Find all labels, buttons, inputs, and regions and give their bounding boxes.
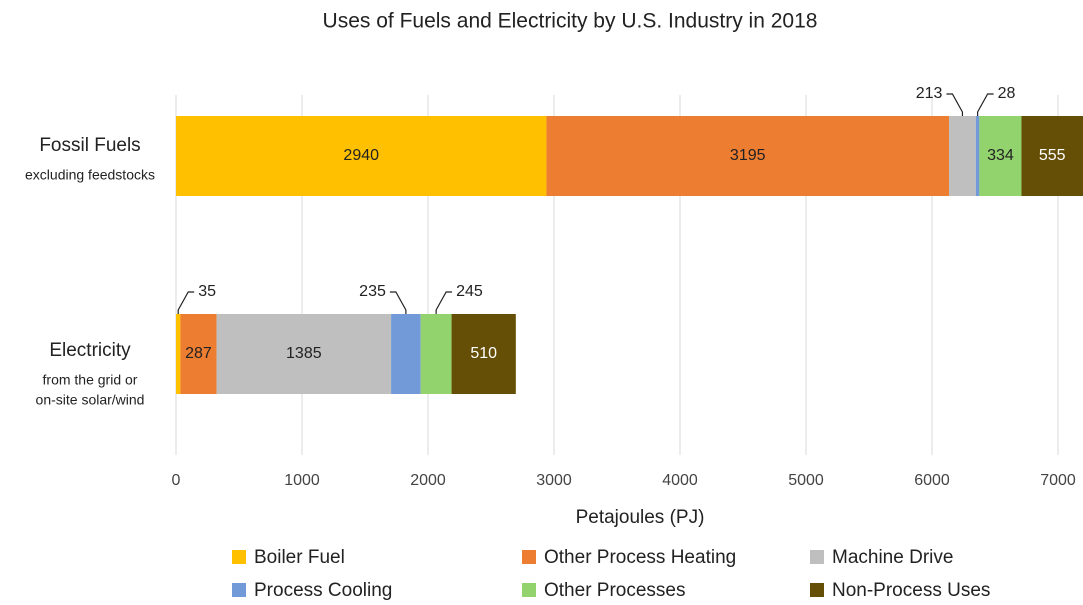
bar-segment (176, 116, 547, 196)
x-axis-title: Petajoules (PJ) (576, 507, 705, 528)
x-tick-label: 3000 (536, 472, 572, 489)
data-label: 510 (470, 345, 497, 362)
leader-line (946, 93, 964, 116)
legend-label: Boiler Fuel (254, 547, 345, 568)
data-label: 28 (998, 85, 1016, 102)
data-label: 287 (185, 345, 212, 362)
legend-swatch (810, 583, 824, 597)
category-label: Fossil Fuels (39, 135, 140, 156)
bar-segment (180, 314, 217, 394)
legend-swatch (232, 550, 246, 564)
leader-line (435, 291, 453, 314)
bar-segment (975, 116, 980, 196)
data-label: 555 (1039, 147, 1066, 164)
x-tick-label: 7000 (1040, 472, 1076, 489)
bar-segment (391, 314, 421, 394)
legend-label: Other Process Heating (544, 547, 736, 568)
legend-swatch (810, 550, 824, 564)
legend-label: Other Processes (544, 580, 686, 601)
data-label: 2940 (343, 147, 379, 164)
x-tick-label: 5000 (788, 472, 824, 489)
bar-segment (546, 116, 950, 196)
legend-label: Machine Drive (832, 547, 953, 568)
data-label: 1385 (286, 345, 322, 362)
data-label: 3195 (730, 147, 766, 164)
bar-segment (979, 116, 1022, 196)
legend-label: Non-Process Uses (832, 580, 990, 601)
chart-title: Uses of Fuels and Electricity by U.S. In… (323, 10, 818, 33)
x-tick-label: 6000 (914, 472, 950, 489)
category-subtitle: from the grid or (43, 372, 138, 388)
bar-segment (949, 116, 976, 196)
x-tick-label: 4000 (662, 472, 698, 489)
bar-segment (1021, 116, 1083, 196)
x-tick-label: 2000 (410, 472, 446, 489)
category-subtitle: excluding feedstocks (25, 167, 155, 183)
bar-segment (420, 314, 452, 394)
category-subtitle: on-site solar/wind (36, 392, 145, 408)
bar-segment (176, 314, 181, 394)
x-tick-label: 1000 (284, 472, 320, 489)
legend-swatch (522, 550, 536, 564)
x-tick-label: 0 (172, 472, 181, 489)
data-label: 334 (987, 147, 1014, 164)
bar-segment (451, 314, 516, 394)
data-label: 245 (456, 283, 483, 300)
bar-segment (216, 314, 392, 394)
leader-line (389, 291, 407, 314)
data-label: 213 (916, 85, 943, 102)
leader-line (977, 93, 994, 116)
data-label: 235 (359, 283, 386, 300)
legend-swatch (522, 583, 536, 597)
leader-line (177, 291, 195, 314)
legend-label: Process Cooling (254, 580, 392, 601)
legend-swatch (232, 583, 246, 597)
data-label: 35 (198, 283, 216, 300)
category-label: Electricity (49, 340, 131, 361)
